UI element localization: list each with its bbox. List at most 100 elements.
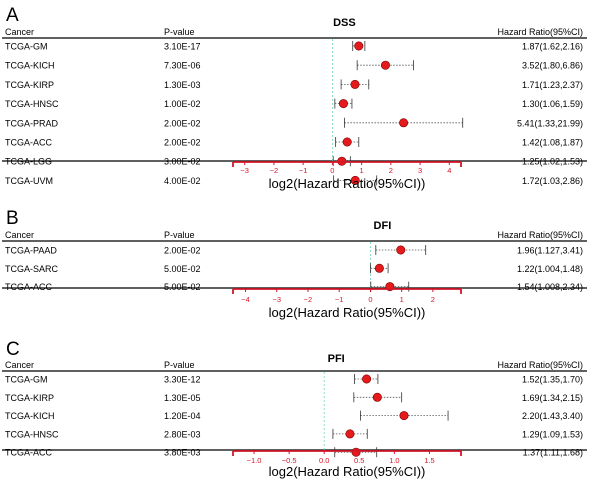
hazard-ratio-text: 5.41(1.33,21.99)	[517, 118, 583, 128]
hazard-ratio-point	[345, 429, 355, 439]
cancer-name: TCGA-HNSC	[5, 429, 59, 439]
hazard-ratio-text: 1.72(1.03,2.86)	[522, 176, 583, 186]
x-tick-label: −3	[272, 295, 281, 304]
table-row: TCGA-HNSC 1.00E-02 1.30(1.06,1.59)	[5, 98, 583, 109]
panel-letter: A	[6, 5, 19, 26]
table-row: TCGA-ACC 2.00E-02 1.42(1.08,1.87)	[5, 137, 583, 148]
cancer-name: TCGA-GM	[5, 375, 48, 385]
panel-title: PFI	[328, 353, 345, 365]
hazard-ratio-text: 1.87(1.62,2.16)	[522, 42, 583, 52]
p-value: 1.20E-04	[164, 411, 201, 421]
x-tick-label: −3	[240, 166, 249, 175]
p-value: 5.00E-02	[164, 264, 201, 274]
x-tick-label: −4	[241, 295, 250, 304]
x-tick-label: −2	[270, 166, 279, 175]
panel-c: C PFI Cancer P-value Hazard Ratio(95%CI) TCGA…	[2, 339, 587, 479]
panel-letter: C	[6, 339, 20, 360]
hazard-ratio-point	[374, 263, 384, 273]
hazard-ratio-point	[399, 411, 409, 421]
x-tick-label: 1.0	[389, 456, 399, 465]
p-value: 2.00E-02	[164, 246, 201, 256]
table-row: TCGA-UVM 4.00E-02 1.72(1.03,2.86)	[5, 175, 583, 186]
cancer-name: TCGA-KIRP	[5, 393, 54, 403]
hazard-ratio-point	[342, 137, 352, 147]
column-header-hr: Hazard Ratio(95%CI)	[497, 360, 583, 370]
column-header-pvalue: P-value	[164, 360, 195, 370]
hazard-ratio-point	[372, 392, 382, 402]
p-value: 3.30E-12	[164, 375, 201, 385]
p-value: 1.30E-03	[164, 80, 201, 90]
table-row: TCGA-PRAD 2.00E-02 5.41(1.33,21.99)	[5, 117, 583, 128]
table-row: TCGA-ACC 5.00E-02 1.54(1.008,2.34)	[5, 281, 583, 292]
cancer-name: TCGA-ACC	[5, 138, 53, 148]
hazard-ratio-point	[399, 118, 409, 128]
x-tick-label: −2	[304, 295, 313, 304]
panel-a: A DSS Cancer P-value Hazard Ratio(95%CI) TCGA…	[2, 5, 587, 191]
column-header-pvalue: P-value	[164, 230, 195, 240]
cancer-name: TCGA-KIRP	[5, 80, 54, 90]
hazard-ratio-point	[350, 175, 360, 185]
x-axis: −4 −3 −2 −1 0 1 2 log2(Hazard Ratio(95%CI))	[232, 288, 462, 320]
hazard-ratio-text: 1.30(1.06,1.59)	[522, 99, 583, 109]
panel-title: DFI	[374, 220, 392, 232]
cancer-name: TCGA-SARC	[5, 264, 59, 274]
column-header-cancer: Cancer	[5, 230, 34, 240]
p-value: 2.00E-02	[164, 138, 201, 148]
p-value: 3.80E-03	[164, 448, 201, 458]
hazard-ratio-text: 1.52(1.35,1.70)	[522, 375, 583, 385]
x-tick-label: 1	[400, 295, 404, 304]
hazard-ratio-point	[354, 41, 364, 51]
x-tick-label: 0	[368, 295, 372, 304]
table-row: TCGA-KIRP 1.30E-05 1.69(1.34,2.15)	[5, 392, 583, 403]
hazard-ratio-point	[380, 60, 390, 70]
hazard-ratio-text: 1.69(1.34,2.15)	[522, 393, 583, 403]
cancer-name: TCGA-KICH	[5, 61, 55, 71]
hazard-ratio-point	[362, 374, 372, 384]
hazard-ratio-text: 1.96(1.127,3.41)	[517, 246, 583, 256]
hazard-ratio-text: 1.25(1.02,1.53)	[522, 157, 583, 167]
hazard-ratio-point	[396, 245, 406, 255]
panel-title: DSS	[333, 17, 356, 29]
p-value: 3.10E-17	[164, 42, 201, 52]
table-row: TCGA-KICH 7.30E-06 3.52(1.80,6.86)	[5, 60, 583, 71]
p-value: 1.30E-05	[164, 393, 201, 403]
column-header-cancer: Cancer	[5, 27, 34, 37]
x-axis-label: log2(Hazard Ratio(95%CI))	[269, 176, 426, 191]
hazard-ratio-text: 1.22(1.004,1.48)	[517, 264, 583, 274]
cancer-name: TCGA-PAAD	[5, 246, 57, 256]
cancer-name: TCGA-GM	[5, 42, 48, 52]
x-axis-label: log2(Hazard Ratio(95%CI))	[269, 464, 426, 479]
column-header-cancer: Cancer	[5, 360, 34, 370]
x-tick-label: −0.5	[282, 456, 297, 465]
x-tick-label: 4	[447, 166, 451, 175]
column-header-hr: Hazard Ratio(95%CI)	[497, 230, 583, 240]
hazard-ratio-text: 2.20(1.43,3.40)	[522, 411, 583, 421]
x-tick-label: −1	[299, 166, 308, 175]
cancer-name: TCGA-KICH	[5, 411, 55, 421]
x-axis-label: log2(Hazard Ratio(95%CI))	[269, 305, 426, 320]
x-tick-label: 3	[418, 166, 422, 175]
x-tick-label: 2	[389, 166, 393, 175]
x-tick-label: 1.5	[424, 456, 434, 465]
cancer-name: TCGA-ACC	[5, 448, 53, 458]
panel-b: B DFI Cancer P-value Hazard Ratio(95%CI) TCGA…	[2, 208, 587, 320]
cancer-name: TCGA-LGG	[5, 157, 52, 167]
table-row: TCGA-KICH 1.20E-04 2.20(1.43,3.40)	[5, 410, 583, 421]
hazard-ratio-point	[338, 99, 348, 109]
p-value: 7.30E-06	[164, 61, 201, 71]
cancer-name: TCGA-HNSC	[5, 99, 59, 109]
table-row: TCGA-GM 3.10E-17 1.87(1.62,2.16)	[5, 41, 583, 52]
hazard-ratio-text: 1.37(1.11,1.68)	[523, 448, 583, 458]
column-header-pvalue: P-value	[164, 27, 195, 37]
hazard-ratio-text: 1.54(1.008,2.34)	[517, 282, 583, 292]
x-tick-label: 0	[330, 166, 334, 175]
table-row: TCGA-SARC 5.00E-02 1.22(1.004,1.48)	[5, 263, 583, 274]
cancer-name: TCGA-PRAD	[5, 118, 59, 128]
hazard-ratio-text: 1.71(1.23,2.37)	[522, 80, 583, 90]
x-tick-label: 2	[431, 295, 435, 304]
table-row: TCGA-GM 3.30E-12 1.52(1.35,1.70)	[5, 374, 583, 385]
column-header-hr: Hazard Ratio(95%CI)	[497, 27, 583, 37]
hazard-ratio-point	[350, 79, 360, 89]
p-value: 4.00E-02	[164, 176, 201, 186]
